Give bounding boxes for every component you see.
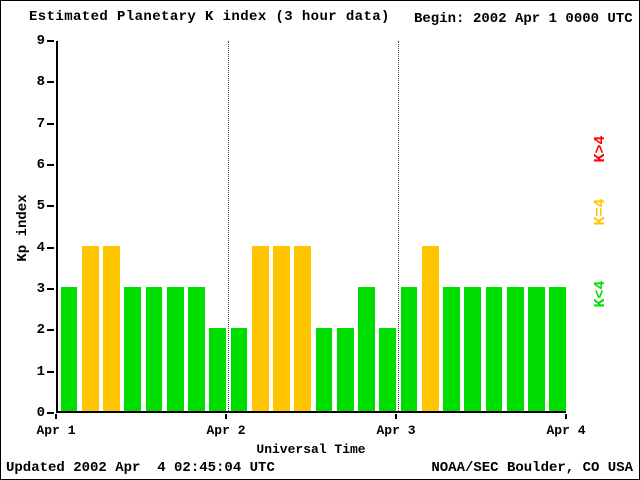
day-boundary-dotted-line (228, 41, 229, 413)
y-tick-label: 2 (36, 322, 45, 339)
kp-bar (379, 328, 396, 411)
kp-bar (336, 328, 354, 411)
kp-bar (528, 287, 545, 411)
y-tick-mark (47, 81, 54, 84)
legend-item: K>4 (592, 135, 609, 163)
kp-bar (485, 287, 503, 411)
y-tick-label: 7 (36, 115, 45, 132)
kp-bar (166, 287, 184, 411)
y-tick-mark (47, 412, 54, 414)
kp-bar (60, 287, 78, 411)
x-axis-title: Universal Time (256, 442, 366, 457)
kp-bar (188, 287, 205, 411)
kp-bar (145, 287, 163, 411)
x-tick-label: Apr 1 (36, 423, 76, 438)
y-tick-label: 1 (36, 363, 45, 380)
kp-bar (315, 328, 333, 411)
y-tick-mark (47, 246, 54, 249)
kp-bar (549, 287, 566, 411)
begin-label: Begin: (414, 11, 465, 27)
plot-area (56, 41, 566, 413)
y-tick-label: 3 (36, 281, 45, 297)
day-boundary-dotted-line (398, 41, 399, 413)
x-tick-label: Apr 4 (546, 423, 586, 438)
kp-bar (358, 287, 375, 411)
credit-text: NOAA/SEC Boulder, CO USA (431, 460, 633, 476)
kp-bar (421, 245, 439, 411)
x-tick-label: Apr 3 (376, 423, 416, 438)
x-tick-label: Apr 2 (206, 423, 246, 438)
kp-bar (273, 245, 290, 411)
y-tick-label: 0 (36, 405, 45, 421)
y-tick-mark (47, 164, 54, 166)
kp-bar (294, 245, 311, 411)
y-tick-mark (47, 370, 54, 373)
y-tick-label: 5 (36, 198, 45, 215)
kp-bar (443, 287, 460, 411)
kp-bar (81, 245, 99, 411)
x-tick-mark (225, 414, 227, 419)
legend-item: K<4 (592, 280, 609, 308)
updated-timestamp: Updated 2002 Apr 4 02:45:04 UTC (6, 460, 275, 476)
y-tick-mark (47, 329, 54, 332)
kp-bar (103, 245, 120, 411)
x-tick-mark (395, 414, 397, 419)
chart-title: Estimated Planetary K index (3 hour data… (29, 9, 390, 25)
kp-bar (506, 287, 524, 411)
begin-value: 2002 Apr 1 0000 UTC (473, 11, 633, 27)
kp-bar (251, 245, 269, 411)
y-tick-mark (47, 288, 54, 290)
kp-bar (400, 287, 418, 411)
x-tick-mark (55, 414, 57, 419)
x-tick-mark (565, 414, 567, 419)
kp-bar (209, 328, 226, 411)
y-tick-label: 9 (36, 33, 45, 49)
y-tick-mark (47, 122, 54, 125)
y-tick-mark (47, 40, 54, 42)
kp-bar (464, 287, 481, 411)
y-tick-label: 4 (36, 239, 45, 256)
y-tick-label: 8 (36, 74, 45, 91)
y-tick-mark (47, 205, 54, 208)
legend-item: K=4 (592, 198, 609, 226)
y-tick-label: 6 (36, 157, 45, 173)
kp-bar (124, 287, 141, 411)
kp-bar (230, 328, 248, 411)
